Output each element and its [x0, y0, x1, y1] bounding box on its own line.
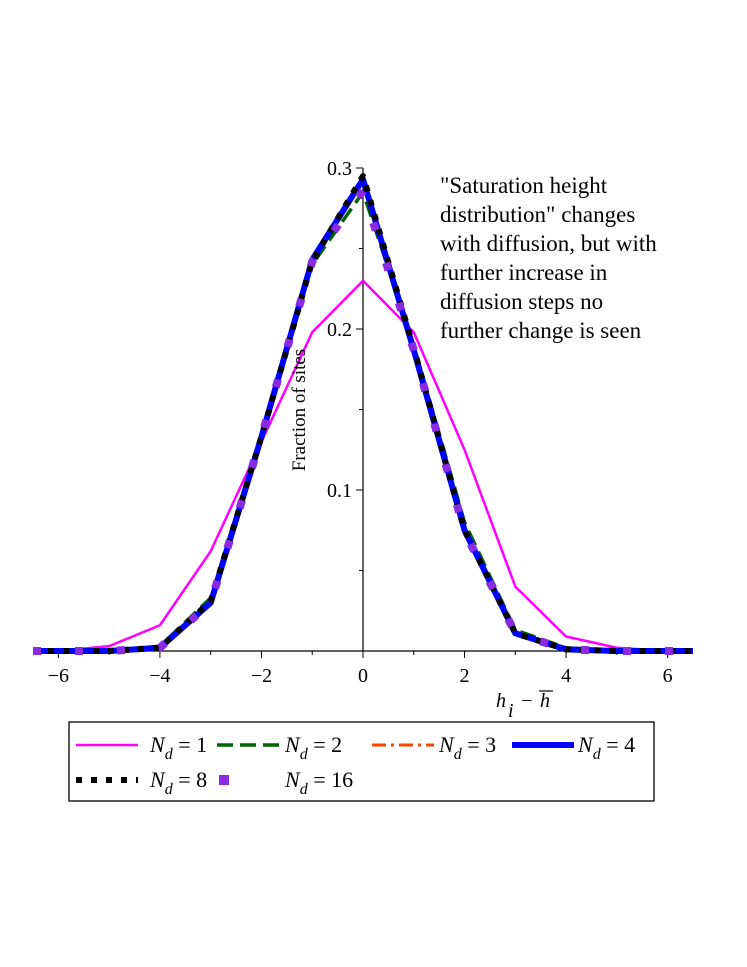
legend-label-2: Nd = 2 [284, 732, 342, 763]
x-tick-label: −4 [149, 665, 170, 687]
x-label-sub: i [508, 700, 514, 722]
x-label-minus: − [520, 690, 534, 712]
annotation-line: diffusion steps no [440, 289, 603, 314]
x-label-base: h [496, 690, 506, 712]
y-tick-label: 0.1 [327, 480, 352, 502]
x-tick-label: 4 [561, 665, 571, 687]
legend-swatch-16 [219, 775, 229, 785]
x-tick-label: 2 [460, 665, 470, 687]
annotation-line: distribution" changes [440, 202, 635, 227]
x-tick-label: 6 [663, 665, 673, 687]
legend-label-1: Nd = 1 [149, 732, 207, 763]
annotation-line: with diffusion, but with [440, 231, 657, 256]
annotation-line: further increase in [440, 260, 608, 285]
y-axis-label: Fraction of sites [289, 349, 310, 471]
axes: −6 −4 −2 0 2 4 6 0.1 0.2 0.3 [33, 158, 693, 687]
legend-box [68, 721, 655, 802]
legend-label-3: Nd = 3 [438, 732, 496, 763]
x-label-bar: h [540, 690, 550, 712]
legend: Nd = 1 Nd = 2 Nd = 3 Nd = 4 Nd = 8 Nd = 16 [68, 721, 655, 802]
legend-label-4: Nd = 4 [577, 732, 635, 763]
y-tick-label: 0.3 [327, 158, 352, 180]
series-line-1 [33, 279, 693, 653]
x-tick-label: −2 [251, 665, 272, 687]
x-axis-label: h i − h [496, 690, 553, 722]
series-line-8 [33, 173, 693, 654]
x-tick-label: 0 [358, 665, 368, 687]
legend-label-8: Nd = 8 [149, 767, 207, 798]
y-tick-label: 0.2 [327, 319, 352, 341]
annotation: "Saturation height distribution" changes w… [440, 173, 657, 343]
annotation-line: "Saturation height [440, 173, 608, 198]
series-layer [33, 173, 693, 655]
x-tick-label: −6 [48, 665, 69, 687]
annotation-line: further change is seen [440, 318, 642, 343]
legend-label-16: Nd = 16 [284, 767, 353, 798]
